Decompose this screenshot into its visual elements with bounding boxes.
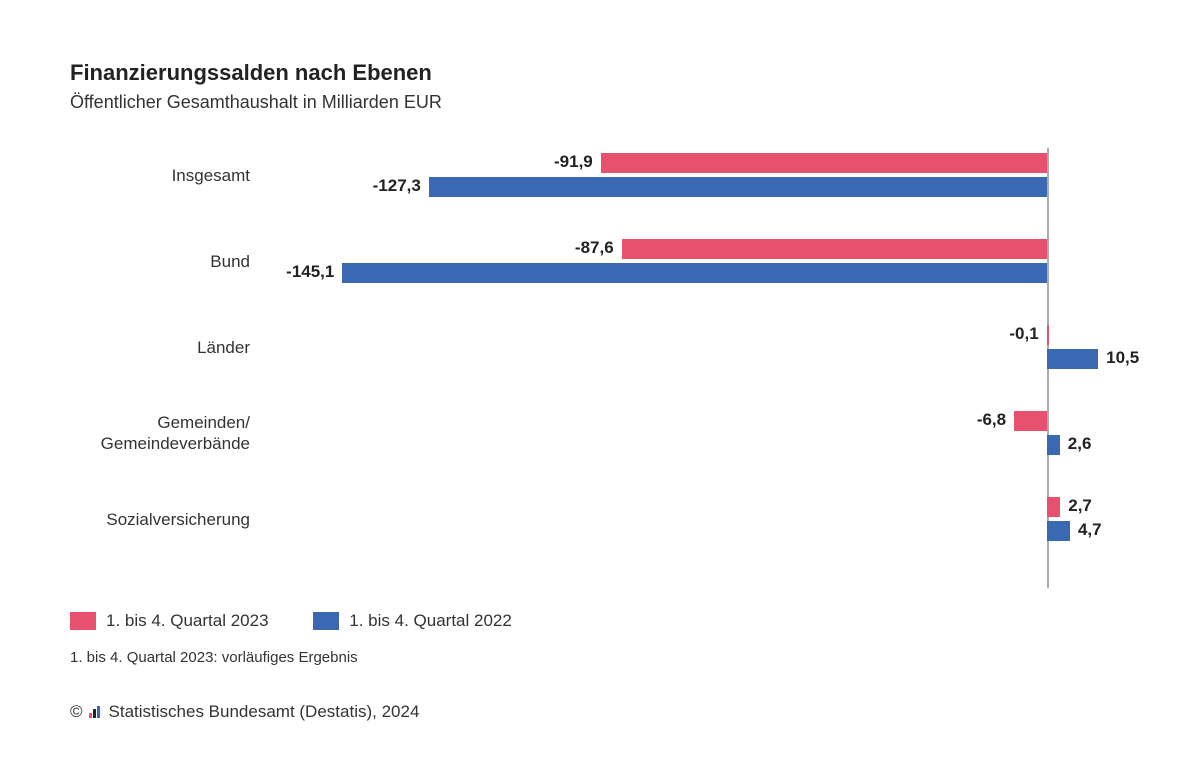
bar [1047, 435, 1060, 455]
legend: 1. bis 4. Quartal 2023 1. bis 4. Quartal… [70, 611, 1130, 635]
legend-swatch-2023 [70, 612, 96, 630]
category-label: Insgesamt [70, 165, 250, 186]
credit-line: © Statistisches Bundesamt (Destatis), 20… [70, 702, 1130, 722]
chart-container: Finanzierungssalden nach Ebenen Öffentli… [0, 0, 1200, 781]
bar-value-label: 4,7 [1078, 520, 1102, 540]
bar-value-label: 10,5 [1106, 348, 1139, 368]
legend-label-2022: 1. bis 4. Quartal 2022 [349, 611, 512, 631]
credit-prefix: © [70, 702, 83, 722]
bar [601, 153, 1047, 173]
legend-item-2022: 1. bis 4. Quartal 2022 [313, 611, 512, 631]
category-label: Bund [70, 251, 250, 272]
bar-value-label: 2,6 [1068, 434, 1092, 454]
category-label: Länder [70, 337, 250, 358]
bar [429, 177, 1047, 197]
bar-value-label: -127,3 [373, 176, 421, 196]
bar-value-label: -91,9 [554, 152, 593, 172]
bar [1047, 521, 1070, 541]
chart-subtitle: Öffentlicher Gesamthaushalt in Milliarde… [70, 92, 1130, 113]
chart-note: 1. bis 4. Quartal 2023: vorläufiges Erge… [70, 649, 1130, 666]
bar [1047, 325, 1049, 345]
category-label: Sozialversicherung [70, 509, 250, 530]
bar [1047, 497, 1060, 517]
plot-area: Insgesamt -91,9 -127,3 Bund -87,6 -145,1 Lände… [70, 153, 1120, 583]
bar-value-label: -87,6 [575, 238, 614, 258]
legend-item-2023: 1. bis 4. Quartal 2023 [70, 611, 269, 631]
chart-title: Finanzierungssalden nach Ebenen [70, 60, 1130, 86]
bar [1014, 411, 1047, 431]
bar-value-label: -6,8 [977, 410, 1006, 430]
category-label: Gemeinden/Gemeindeverbände [70, 412, 250, 455]
bar [1047, 349, 1098, 369]
bar-value-label: 2,7 [1068, 496, 1092, 516]
bar-value-label: -145,1 [286, 262, 334, 282]
legend-swatch-2022 [313, 612, 339, 630]
credit-text: Statistisches Bundesamt (Destatis), 2024 [109, 702, 420, 722]
bar [342, 263, 1047, 283]
destatis-logo-icon [87, 704, 103, 720]
bar-value-label: -0,1 [1009, 324, 1038, 344]
bar [622, 239, 1047, 259]
legend-label-2023: 1. bis 4. Quartal 2023 [106, 611, 269, 631]
